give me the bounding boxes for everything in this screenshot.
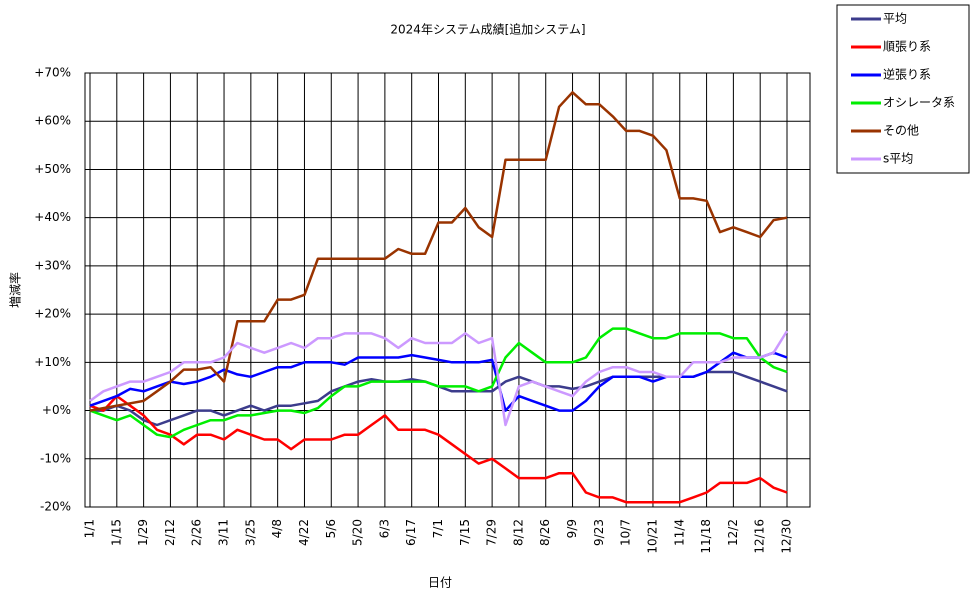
x-tick-label: 8/26	[538, 519, 552, 546]
x-tick-label: 11/4	[672, 519, 686, 546]
x-axis-label: 日付	[428, 576, 452, 590]
x-tick-label: 3/11	[217, 519, 231, 546]
legend-label: 逆張り系	[883, 67, 931, 82]
x-tick-label: 12/2	[726, 519, 740, 546]
y-tick-label: +40%	[34, 210, 71, 224]
x-tick-label: 3/25	[243, 519, 257, 546]
series-line	[89, 91, 788, 412]
legend-label: 順張り系	[883, 40, 931, 54]
x-tick-label: 9/23	[592, 519, 606, 546]
x-tick-label: 9/9	[565, 519, 579, 538]
y-tick-label: +60%	[34, 114, 71, 128]
y-axis-label: 増減率	[8, 272, 23, 308]
x-tick-label: 4/8	[270, 519, 284, 538]
x-tick-label: 1/29	[136, 519, 150, 546]
y-tick-label: -10%	[40, 451, 71, 465]
x-tick-label: 1/15	[109, 519, 123, 546]
x-tick-label: 5/20	[351, 519, 365, 546]
series-line	[89, 327, 788, 439]
y-tick-label: +70%	[34, 66, 71, 80]
x-tick-label: 10/21	[645, 519, 659, 554]
x-tick-label: 10/7	[619, 519, 633, 546]
x-tick-label: 7/15	[458, 519, 472, 546]
x-tick-label: 4/22	[297, 519, 311, 546]
x-tick-label: 5/6	[324, 519, 338, 538]
y-tick-label: -20%	[40, 500, 71, 514]
x-tick-label: 6/3	[377, 519, 391, 538]
legend-label: その他	[883, 124, 919, 138]
x-tick-label: 12/16	[753, 519, 767, 554]
legend-label: 平均	[883, 12, 907, 26]
x-tick-label: 7/1	[431, 519, 445, 538]
x-tick-label: 12/30	[780, 519, 794, 554]
y-tick-label: +50%	[34, 162, 71, 176]
y-tick-label: +0%	[42, 403, 71, 417]
x-tick-label: 2/12	[163, 519, 177, 546]
x-tick-label: 7/29	[485, 519, 499, 546]
x-tick-label: 8/12	[511, 519, 525, 546]
y-tick-label: +30%	[34, 258, 71, 272]
x-tick-label: 2/26	[190, 519, 204, 546]
legend-label: s平均	[883, 152, 913, 166]
series-line	[89, 330, 789, 427]
y-tick-label: +20%	[34, 307, 71, 321]
legend-box	[836, 4, 970, 174]
x-tick-label: 1/1	[83, 519, 97, 538]
series-line	[89, 394, 788, 504]
y-tick-label: +10%	[34, 355, 71, 369]
legend-label: オシレータ系	[883, 96, 955, 110]
x-tick-label: 6/17	[404, 519, 418, 546]
x-tick-label: 11/18	[699, 519, 713, 554]
chart-title: 2024年システム成績[追加システム]	[390, 22, 585, 37]
